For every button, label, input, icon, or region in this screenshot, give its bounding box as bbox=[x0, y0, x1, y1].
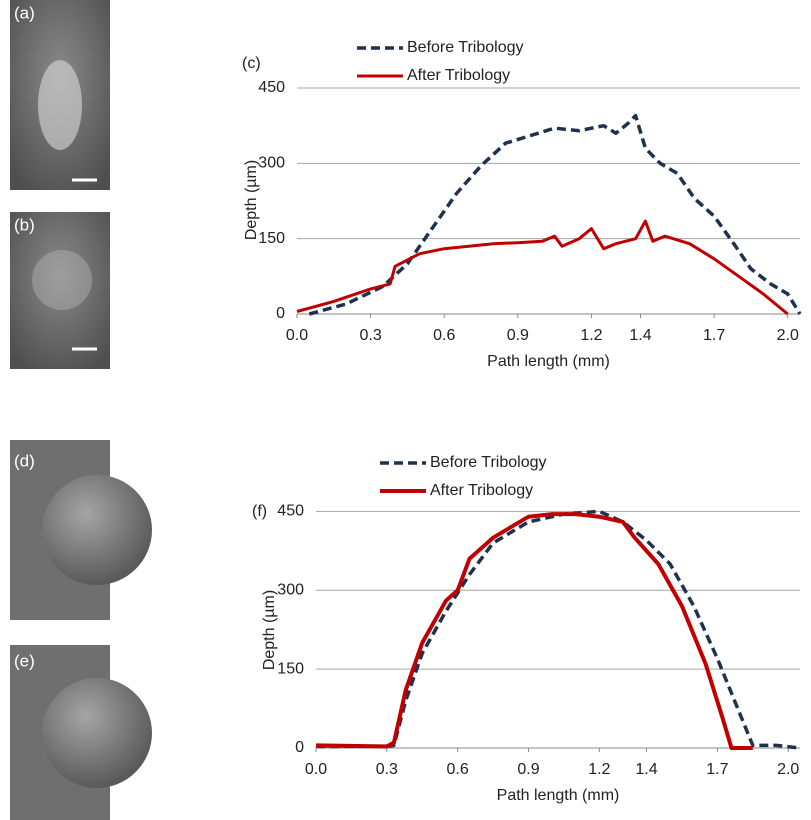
x-tick-label: 0.9 bbox=[517, 761, 539, 778]
data-line bbox=[316, 511, 800, 748]
legend-label: Before Tribology bbox=[430, 454, 547, 471]
x-tick-label: 1.2 bbox=[588, 761, 610, 778]
sem-panel: (d) bbox=[10, 440, 180, 620]
panel-label: (d) bbox=[14, 451, 35, 470]
sem-panel: (a) bbox=[10, 0, 110, 190]
y-axis-label: Depth (µm) bbox=[261, 590, 278, 670]
x-axis-label: Path length (mm) bbox=[487, 353, 610, 370]
legend-label: Before Tribology bbox=[407, 39, 524, 56]
panel-label: (a) bbox=[14, 3, 35, 22]
panel-label: (b) bbox=[14, 215, 35, 234]
y-tick-label: 450 bbox=[277, 503, 304, 520]
x-tick-label: 1.4 bbox=[629, 327, 651, 344]
x-tick-label: 2.0 bbox=[777, 327, 799, 344]
y-tick-label: 0 bbox=[295, 739, 304, 756]
y-tick-label: 150 bbox=[258, 230, 285, 247]
data-line bbox=[316, 514, 753, 748]
y-tick-label: 450 bbox=[258, 79, 285, 96]
y-axis-label: Depth (µm) bbox=[243, 160, 260, 240]
x-tick-label: 0.0 bbox=[305, 761, 327, 778]
x-axis-label: Path length (mm) bbox=[497, 787, 620, 804]
sem-panel: (b) bbox=[10, 212, 110, 369]
x-tick-label: 0.6 bbox=[433, 327, 455, 344]
legend-label: After Tribology bbox=[430, 482, 533, 499]
y-tick-label: 300 bbox=[277, 582, 304, 599]
chart-title: (f) bbox=[252, 503, 267, 520]
x-tick-label: 1.7 bbox=[703, 327, 725, 344]
y-tick-label: 0 bbox=[276, 305, 285, 322]
x-tick-label: 0.3 bbox=[376, 761, 398, 778]
sem-panel: (e) bbox=[10, 645, 180, 820]
x-tick-label: 1.2 bbox=[580, 327, 602, 344]
x-tick-label: 0.9 bbox=[507, 327, 529, 344]
y-tick-label: 300 bbox=[258, 155, 285, 172]
x-tick-label: 1.7 bbox=[706, 761, 728, 778]
x-tick-label: 0.0 bbox=[286, 327, 308, 344]
figure: (a) (b) (d) (e) 0 150 300 450 0.0 0.3 0.6 0.9 1.… bbox=[0, 0, 811, 820]
legend-label: After Tribology bbox=[407, 67, 510, 84]
x-tick-label: 0.6 bbox=[447, 761, 469, 778]
x-tick-label: 1.4 bbox=[635, 761, 657, 778]
y-tick-label: 150 bbox=[277, 660, 304, 677]
x-tick-label: 0.3 bbox=[359, 327, 381, 344]
chart-title: (c) bbox=[242, 55, 261, 72]
x-tick-label: 2.0 bbox=[777, 761, 799, 778]
panel-label: (e) bbox=[14, 651, 35, 670]
data-line bbox=[297, 221, 788, 314]
